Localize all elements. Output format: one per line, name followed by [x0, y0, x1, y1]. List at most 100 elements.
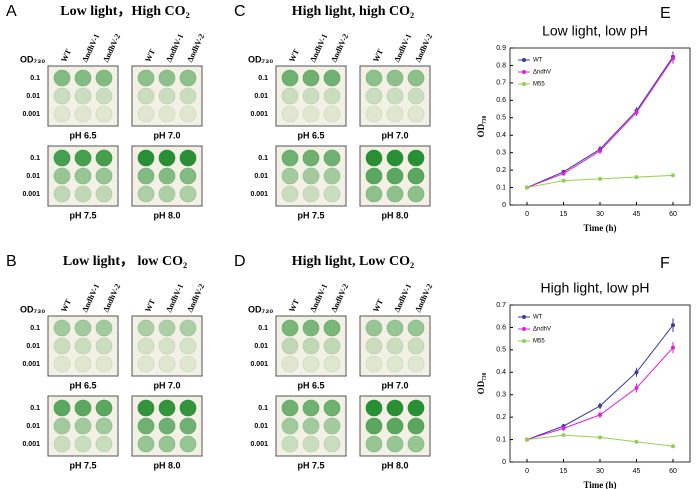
spot [158, 69, 176, 87]
x-tick-label: 0 [525, 211, 529, 218]
spot [281, 69, 299, 87]
spot [323, 69, 341, 87]
row-label: 0.01 [26, 93, 40, 100]
spot [386, 355, 404, 373]
spot [95, 355, 113, 373]
spot [386, 105, 404, 123]
spot [386, 149, 404, 167]
spot [137, 87, 155, 105]
panel-letter: C [234, 3, 246, 20]
spot [302, 167, 320, 185]
ph-label: pH 8.0 [153, 460, 180, 470]
spot [95, 435, 113, 453]
spot [137, 435, 155, 453]
od-label: OD₇₃₀ [20, 54, 45, 64]
ph-label: pH 6.5 [69, 130, 96, 140]
spot [137, 105, 155, 123]
data-point [634, 439, 639, 444]
spot [95, 399, 113, 417]
spot [365, 417, 383, 435]
spot [53, 355, 71, 373]
row-label: 0.1 [30, 325, 40, 332]
column-label: ΔndhV-2 [329, 282, 350, 313]
panel-letter: F [660, 255, 670, 272]
spot [302, 355, 320, 373]
legend-marker [522, 339, 526, 343]
panel-letter: A [6, 3, 17, 20]
spot [95, 337, 113, 355]
spot [302, 185, 320, 203]
column-label: ΔndhV-2 [101, 32, 122, 63]
spot [179, 87, 197, 105]
ph-label: pH 6.5 [297, 130, 324, 140]
spot [323, 185, 341, 203]
spot [281, 417, 299, 435]
spot [95, 167, 113, 185]
spot [302, 87, 320, 105]
spot [53, 319, 71, 337]
x-tick-label: 45 [633, 211, 641, 218]
spot [53, 399, 71, 417]
row-label: 0.01 [26, 423, 40, 430]
spot [281, 355, 299, 373]
spot [74, 87, 92, 105]
spot [281, 149, 299, 167]
spot [158, 435, 176, 453]
legend-label: ΔndhV [533, 327, 551, 333]
spot [386, 87, 404, 105]
y-tick-label: 0.5 [496, 115, 506, 122]
data-point [670, 444, 675, 449]
spot [302, 435, 320, 453]
spot [323, 435, 341, 453]
panel-title: Low light，High CO₂ [60, 4, 189, 19]
ph-label: pH 8.0 [381, 460, 408, 470]
spot [95, 185, 113, 203]
spot [386, 69, 404, 87]
spot [302, 69, 320, 87]
spot [323, 417, 341, 435]
legend-label: ΔndhV [533, 70, 551, 76]
row-label: 0.001 [22, 111, 40, 118]
spot [137, 167, 155, 185]
y-axis-label: OD₇₃₀ [476, 372, 486, 394]
spot [407, 149, 425, 167]
data-point [670, 323, 675, 328]
data-point [561, 433, 566, 438]
data-point [525, 437, 530, 442]
column-label: ΔndhV-1 [308, 282, 329, 313]
x-tick-label: 60 [669, 468, 677, 475]
data-point [634, 110, 639, 115]
data-point [670, 56, 675, 61]
row-label: 0.001 [22, 361, 40, 368]
spot [179, 319, 197, 337]
row-label: 0.001 [22, 441, 40, 448]
y-tick-label: 0.7 [496, 302, 506, 309]
spot [281, 399, 299, 417]
x-axis-label: Time (h) [583, 223, 616, 233]
panel-letter: D [234, 253, 246, 270]
spot [53, 149, 71, 167]
spot [281, 167, 299, 185]
legend-label: M55 [533, 82, 545, 88]
x-tick-label: 45 [633, 468, 641, 475]
data-point [561, 171, 566, 176]
spot [365, 87, 383, 105]
spot [365, 337, 383, 355]
spot [281, 319, 299, 337]
row-label: 0.001 [250, 191, 268, 198]
spot [158, 167, 176, 185]
column-label: ΔndhV-2 [329, 32, 350, 63]
spot [137, 149, 155, 167]
column-label: ΔndhV-2 [413, 282, 434, 313]
spot [53, 105, 71, 123]
spot [74, 69, 92, 87]
data-point [561, 426, 566, 431]
spot [158, 417, 176, 435]
spot [281, 87, 299, 105]
series-line [526, 58, 674, 189]
y-tick-label: 0.3 [496, 150, 506, 157]
legend-marker [522, 58, 526, 62]
y-tick-label: 0.1 [496, 184, 506, 191]
y-tick-label: 0.6 [496, 324, 506, 331]
